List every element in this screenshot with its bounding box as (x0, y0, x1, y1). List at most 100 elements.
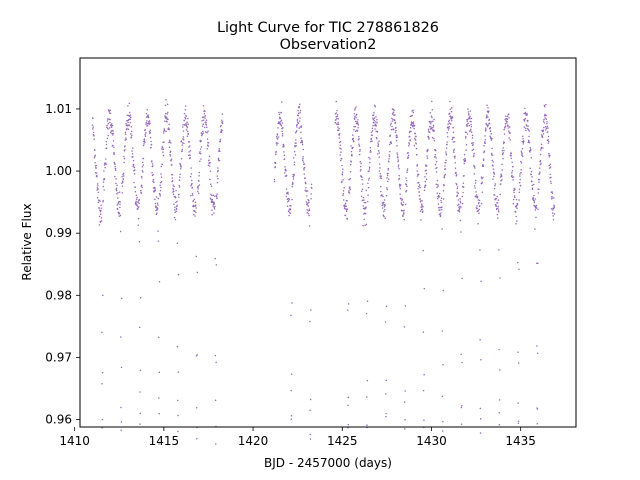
flux-point (430, 121, 433, 123)
flux-point (366, 424, 368, 426)
flux-point (124, 131, 127, 133)
flux-point (464, 159, 467, 161)
flux-point (502, 147, 504, 149)
flux-point (480, 280, 482, 283)
flux-point (192, 204, 195, 207)
flux-point (462, 191, 464, 194)
flux-point (360, 195, 363, 198)
flux-point (417, 181, 420, 184)
flux-point (135, 198, 138, 201)
flux-point (275, 142, 278, 144)
flux-point (92, 131, 95, 134)
flux-point (175, 201, 177, 204)
flux-point (517, 422, 520, 424)
flux-point (467, 118, 470, 120)
flux-point (528, 130, 530, 132)
flux-point (541, 136, 544, 138)
flux-point (548, 167, 551, 169)
flux-point (341, 164, 343, 167)
flux-point (176, 205, 178, 208)
flux-point (424, 175, 426, 178)
flux-point (138, 240, 141, 243)
flux-point (214, 399, 217, 401)
flux-point (509, 139, 512, 141)
flux-point (151, 171, 153, 174)
flux-point (438, 196, 441, 198)
flux-point (297, 122, 300, 125)
flux-point (172, 193, 175, 195)
flux-point (475, 191, 477, 193)
flux-point (536, 408, 539, 410)
flux-point (406, 168, 409, 170)
flux-point (294, 146, 296, 148)
flux-point (118, 212, 121, 215)
flux-point (404, 390, 406, 392)
flux-point (419, 186, 421, 189)
flux-point (367, 179, 370, 181)
flux-point (121, 182, 123, 185)
flux-point (535, 204, 538, 207)
flux-point (364, 212, 367, 215)
flux-point (517, 362, 520, 364)
flux-point (120, 366, 123, 369)
flux-point (444, 173, 447, 176)
flux-point (406, 185, 408, 187)
flux-point (547, 142, 550, 144)
flux-point (129, 111, 131, 114)
flux-point (413, 124, 416, 127)
flux-point (540, 143, 543, 145)
flux-point (164, 112, 167, 115)
flux-point (505, 115, 507, 117)
flux-point (170, 163, 173, 166)
flux-point (179, 173, 181, 175)
flux-point (217, 169, 219, 172)
flux-point (180, 140, 183, 142)
flux-point (341, 174, 344, 176)
flux-point (519, 173, 521, 175)
flux-point (338, 132, 341, 135)
flux-point (166, 120, 168, 123)
flux-point (164, 115, 166, 118)
flux-point (300, 125, 303, 127)
flux-point (441, 395, 444, 398)
flux-point (466, 133, 469, 135)
flux-point (153, 181, 155, 184)
flux-point (469, 130, 472, 132)
flux-point (188, 146, 190, 148)
flux-point (455, 171, 457, 174)
flux-point (528, 140, 530, 143)
flux-point (213, 206, 216, 209)
flux-point (306, 190, 309, 192)
flux-point (368, 170, 370, 172)
y-tick-label: 1.00 (45, 164, 72, 178)
flux-point (168, 139, 171, 142)
flux-point (482, 176, 484, 179)
flux-point (296, 126, 298, 128)
flux-point (292, 176, 295, 178)
flux-point (93, 157, 96, 159)
flux-point (444, 161, 447, 164)
flux-point (484, 138, 487, 141)
flux-point (499, 183, 502, 185)
flux-point (334, 121, 337, 124)
flux-point (108, 127, 111, 129)
flux-point (459, 201, 462, 204)
flux-point (158, 281, 161, 283)
flux-point (277, 142, 279, 144)
flux-point (488, 118, 491, 121)
flux-point (461, 202, 464, 205)
flux-point (160, 165, 162, 168)
flux-point (443, 174, 446, 177)
y-tick-label: 0.96 (45, 413, 72, 427)
flux-point (360, 168, 362, 171)
flux-point (189, 154, 191, 156)
flux-point (420, 203, 423, 205)
flux-point (534, 228, 536, 230)
flux-point (446, 136, 449, 138)
flux-point (336, 114, 339, 116)
flux-point (517, 261, 519, 264)
flux-point (480, 202, 483, 205)
flux-point (473, 165, 476, 168)
flux-point (549, 166, 552, 168)
flux-point (510, 157, 512, 160)
